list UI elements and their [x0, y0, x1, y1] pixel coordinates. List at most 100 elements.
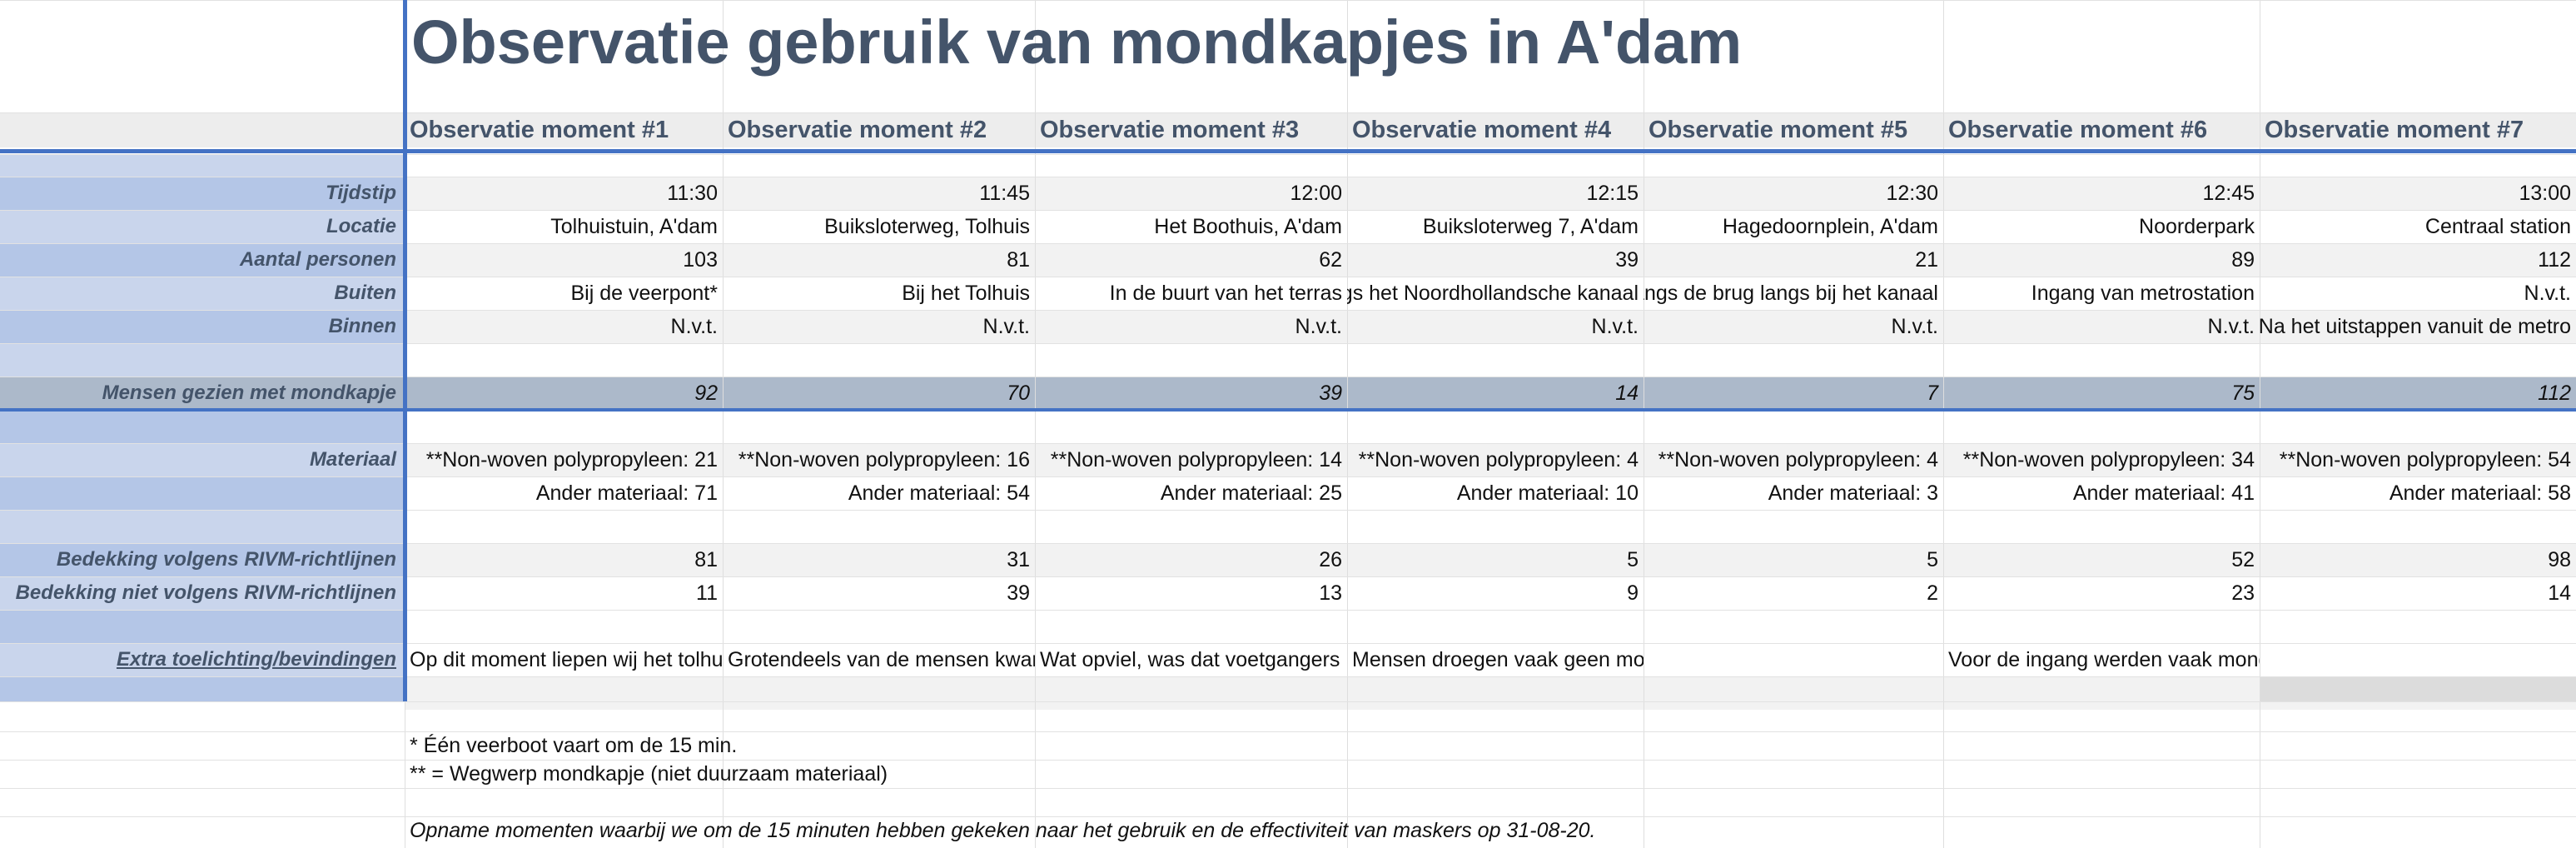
aantal-personen-cell[interactable]: 112 [2260, 243, 2576, 277]
column-header[interactable]: Observatie moment #7 [2260, 112, 2576, 147]
aantal-personen-cell[interactable]: 62 [1035, 243, 1347, 277]
aantal-personen-cell[interactable]: 103 [405, 243, 723, 277]
toelichting-cell[interactable]: Op dit moment liepen wij het tolhuistuin… [405, 643, 723, 676]
buiten-cell[interactable]: Langs de brug langs bij het kanaal [1644, 277, 1943, 310]
tijdstip-cell[interactable]: 12:45 [1943, 177, 2260, 210]
row-label-buiten-text: Buiten [334, 282, 396, 304]
tijdstip-cell[interactable]: 13:00 [2260, 177, 2576, 210]
gridline [0, 788, 2576, 789]
tijdstip-cell[interactable]: 11:30 [405, 177, 723, 210]
label-cell-fill [0, 543, 405, 576]
gridline [0, 731, 2576, 732]
mondkapje-cell[interactable]: 70 [723, 377, 1035, 410]
locatie-cell[interactable]: Buiksloterweg, Tolhuis [723, 210, 1035, 243]
binnen-cell[interactable]: N.v.t. [723, 310, 1035, 343]
locatie-cell[interactable]: Tolhuistuin, A'dam [405, 210, 723, 243]
binnen-cell[interactable]: N.v.t. [1347, 310, 1644, 343]
bedekking-volgens-cell[interactable]: 81 [405, 543, 723, 576]
column-header[interactable]: Observatie moment #3 [1035, 112, 1347, 147]
bedekking-volgens-cell[interactable]: 5 [1644, 543, 1943, 576]
bedekking-niet-cell[interactable]: 2 [1644, 576, 1943, 610]
buiten-cell[interactable]: Ingang van metrostation [1943, 277, 2260, 310]
binnen-cell[interactable]: N.v.t. [405, 310, 723, 343]
materiaal-nonwoven-cell[interactable]: **Non-woven polypropyleen: 21 [405, 443, 723, 476]
materiaal-ander-cell[interactable]: Ander materiaal: 58 [2260, 476, 2576, 510]
materiaal-nonwoven-cell[interactable]: **Non-woven polypropyleen: 14 [1035, 443, 1347, 476]
materiaal-nonwoven-cell[interactable]: **Non-woven polypropyleen: 4 [1347, 443, 1644, 476]
bedekking-niet-cell[interactable]: 39 [723, 576, 1035, 610]
mondkapje-cell[interactable]: 39 [1035, 377, 1347, 410]
buiten-cell[interactable]: Langs het Noordhollandsche kanaal [1347, 277, 1644, 310]
bedekking-volgens-cell[interactable]: 98 [2260, 543, 2576, 576]
bedekking-niet-cell[interactable]: 14 [2260, 576, 2576, 610]
tijdstip-cell-text: 12:45 [2202, 181, 2255, 205]
toelichting-cell[interactable] [1644, 643, 1943, 676]
materiaal-ander-cell[interactable]: Ander materiaal: 10 [1347, 476, 1644, 510]
mondkapje-cell[interactable]: 14 [1347, 377, 1644, 410]
materiaal-nonwoven-cell[interactable]: **Non-woven polypropyleen: 4 [1644, 443, 1943, 476]
column-header[interactable]: Observatie moment #2 [723, 112, 1035, 147]
binnen-cell[interactable]: N.v.t. [1644, 310, 1943, 343]
materiaal-nonwoven-cell[interactable]: **Non-woven polypropyleen: 54 [2260, 443, 2576, 476]
materiaal-nonwoven-cell-text: **Non-woven polypropyleen: 21 [425, 447, 718, 471]
materiaal-ander-cell[interactable]: Ander materiaal: 3 [1644, 476, 1943, 510]
mondkapje-cell[interactable]: 7 [1644, 377, 1943, 410]
materiaal-nonwoven-cell[interactable]: **Non-woven polypropyleen: 16 [723, 443, 1035, 476]
toelichting-cell-text: Grotendeels van de mensen kwamen van de … [728, 647, 1035, 671]
column-header[interactable]: Observatie moment #5 [1644, 112, 1943, 147]
gridline [0, 310, 2576, 311]
bedekking-volgens-cell[interactable]: 5 [1347, 543, 1644, 576]
tijdstip-cell-text: 13:00 [2519, 181, 2571, 205]
materiaal-ander-cell[interactable]: Ander materiaal: 71 [405, 476, 723, 510]
toelichting-cell[interactable]: Voor de ingang werden vaak mondkapjes op… [1943, 643, 2260, 676]
mondkapje-cell[interactable]: 75 [1943, 377, 2260, 410]
materiaal-ander-cell[interactable]: Ander materiaal: 54 [723, 476, 1035, 510]
locatie-cell[interactable]: Centraal station [2260, 210, 2576, 243]
aantal-personen-cell[interactable]: 39 [1347, 243, 1644, 277]
bedekking-volgens-cell[interactable]: 26 [1035, 543, 1347, 576]
aantal-personen-cell[interactable]: 89 [1943, 243, 2260, 277]
tijdstip-cell[interactable]: 12:30 [1644, 177, 1943, 210]
locatie-cell[interactable]: Buiksloterweg 7, A'dam [1347, 210, 1644, 243]
locatie-cell-text: Tolhuistuin, A'dam [550, 214, 718, 238]
column-header[interactable]: Observatie moment #1 [405, 112, 723, 147]
mondkapje-cell[interactable]: 92 [405, 377, 723, 410]
binnen-cell[interactable]: N.v.t. [1943, 310, 2260, 343]
binnen-cell[interactable]: N.v.t. [1035, 310, 1347, 343]
tijdstip-cell[interactable]: 12:00 [1035, 177, 1347, 210]
toelichting-cell[interactable]: Wat opviel, was dat voetgangers het mond… [1035, 643, 1347, 676]
aantal-personen-cell[interactable]: 81 [723, 243, 1035, 277]
tijdstip-cell-text: 12:30 [1886, 181, 1938, 205]
toelichting-cell[interactable]: Grotendeels van de mensen kwamen van de … [723, 643, 1035, 676]
materiaal-nonwoven-cell[interactable]: **Non-woven polypropyleen: 34 [1943, 443, 2260, 476]
row-label-tijdstip: Tijdstip [0, 177, 401, 210]
materiaal-ander-cell[interactable]: Ander materiaal: 25 [1035, 476, 1347, 510]
row-label-aantal-personen-text: Aantal personen [239, 248, 396, 271]
buiten-cell[interactable]: Bij de veerpont* [405, 277, 723, 310]
column-header[interactable]: Observatie moment #4 [1347, 112, 1644, 147]
column-header[interactable]: Observatie moment #6 [1943, 112, 2260, 147]
locatie-cell[interactable]: Het Boothuis, A'dam [1035, 210, 1347, 243]
bedekking-volgens-cell-text: 5 [1927, 547, 1938, 571]
header-row-band [0, 112, 2576, 147]
bedekking-niet-cell[interactable]: 23 [1943, 576, 2260, 610]
bedekking-volgens-cell[interactable]: 31 [723, 543, 1035, 576]
materiaal-ander-cell[interactable]: Ander materiaal: 41 [1943, 476, 2260, 510]
bedekking-niet-cell[interactable]: 13 [1035, 576, 1347, 610]
tijdstip-cell[interactable]: 11:45 [723, 177, 1035, 210]
mondkapje-cell[interactable]: 112 [2260, 377, 2576, 410]
buiten-cell[interactable]: N.v.t. [2260, 277, 2576, 310]
tijdstip-cell[interactable]: 12:15 [1347, 177, 1644, 210]
bedekking-niet-cell[interactable]: 11 [405, 576, 723, 610]
buiten-cell[interactable]: Bij het Tolhuis [723, 277, 1035, 310]
bedekking-niet-cell[interactable]: 9 [1347, 576, 1644, 610]
locatie-cell[interactable]: Hagedoornplein, A'dam [1644, 210, 1943, 243]
toelichting-cell[interactable]: Mensen droegen vaak geen mondkap, dit wa… [1347, 643, 1644, 676]
toelichting-cell[interactable] [2260, 643, 2576, 676]
bedekking-volgens-cell[interactable]: 52 [1943, 543, 2260, 576]
buiten-cell[interactable]: In de buurt van het terras [1035, 277, 1347, 310]
binnen-cell[interactable]: Na het uitstappen vanuit de metro [2260, 310, 2576, 343]
locatie-cell[interactable]: Noorderpark [1943, 210, 2260, 243]
bedekking-volgens-cell-text: 52 [2231, 547, 2255, 571]
aantal-personen-cell[interactable]: 21 [1644, 243, 1943, 277]
